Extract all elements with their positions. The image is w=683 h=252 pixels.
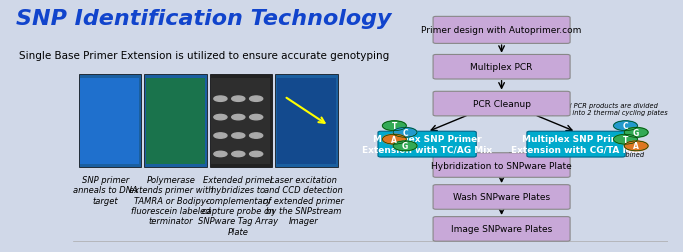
FancyBboxPatch shape — [433, 17, 570, 44]
Circle shape — [249, 133, 263, 139]
Text: Primer extension products are combined
into one plate: Primer extension products are combined i… — [507, 151, 643, 165]
Text: Extended primer
hybridizes to
complementary
capture probe on
SNPware Tag Array
P: Extended primer hybridizes to complement… — [198, 175, 279, 236]
Text: C: C — [623, 122, 628, 131]
Text: T: T — [623, 135, 628, 144]
FancyBboxPatch shape — [433, 55, 570, 80]
Text: Multiplex SNP Primer
Extension with TC/AG Mix: Multiplex SNP Primer Extension with TC/A… — [362, 135, 492, 154]
Text: Laser excitation
and CCD detection
of extended primer
by the SNPstream
Imager: Laser excitation and CCD detection of ex… — [264, 175, 344, 226]
Text: Polymerase
extends primer with
TAMRA or Bodipy-
fluorescein labeled
terminator: Polymerase extends primer with TAMRA or … — [128, 175, 213, 226]
Circle shape — [624, 141, 648, 151]
FancyBboxPatch shape — [81, 78, 139, 164]
Circle shape — [249, 115, 263, 120]
Text: Hybridization to SNPware Plate: Hybridization to SNPware Plate — [431, 161, 572, 170]
FancyBboxPatch shape — [146, 78, 205, 164]
Text: PCR Cleanup: PCR Cleanup — [473, 100, 531, 109]
Circle shape — [232, 115, 245, 120]
Circle shape — [613, 121, 637, 131]
Circle shape — [214, 152, 227, 157]
Text: A: A — [391, 135, 398, 144]
Text: Purified PCR products are divided
equally into 2 thermal cycling plates: Purified PCR products are divided equall… — [546, 103, 668, 116]
Text: G: G — [633, 128, 639, 137]
Text: SNP Identification Technology: SNP Identification Technology — [16, 9, 391, 29]
FancyBboxPatch shape — [212, 78, 270, 164]
Text: Wash SNPware Plates: Wash SNPware Plates — [453, 193, 550, 202]
FancyBboxPatch shape — [79, 75, 141, 168]
FancyBboxPatch shape — [433, 92, 570, 116]
Text: C: C — [402, 128, 408, 137]
Text: Image SNPware Plates: Image SNPware Plates — [451, 225, 553, 234]
FancyBboxPatch shape — [144, 75, 207, 168]
FancyBboxPatch shape — [378, 132, 476, 158]
Circle shape — [232, 152, 245, 157]
FancyBboxPatch shape — [210, 75, 273, 168]
Circle shape — [393, 128, 417, 138]
Text: Multiplex PCR: Multiplex PCR — [471, 63, 533, 72]
Circle shape — [214, 133, 227, 139]
Text: Primer design with Autoprimer.com: Primer design with Autoprimer.com — [421, 26, 582, 35]
Circle shape — [393, 141, 417, 151]
Text: G: G — [402, 142, 408, 151]
FancyBboxPatch shape — [433, 185, 570, 209]
Text: A: A — [633, 142, 639, 151]
Circle shape — [249, 152, 263, 157]
Text: Multiplex SNP Primer
Extension with CG/TA Mix: Multiplex SNP Primer Extension with CG/T… — [512, 135, 641, 154]
Circle shape — [214, 115, 227, 120]
FancyBboxPatch shape — [275, 75, 338, 168]
Text: Single Base Primer Extension is utilized to ensure accurate genotyping: Single Base Primer Extension is utilized… — [18, 50, 389, 60]
Text: T: T — [391, 122, 397, 131]
Circle shape — [214, 97, 227, 102]
Circle shape — [382, 135, 406, 145]
FancyBboxPatch shape — [433, 217, 570, 241]
FancyBboxPatch shape — [527, 132, 625, 158]
Circle shape — [382, 121, 406, 131]
FancyBboxPatch shape — [433, 153, 570, 178]
Text: SNP primer
anneals to DNA
target: SNP primer anneals to DNA target — [73, 175, 138, 205]
Circle shape — [232, 97, 245, 102]
Circle shape — [613, 135, 637, 145]
Circle shape — [249, 97, 263, 102]
Circle shape — [232, 133, 245, 139]
FancyBboxPatch shape — [277, 78, 336, 164]
Circle shape — [624, 128, 648, 138]
